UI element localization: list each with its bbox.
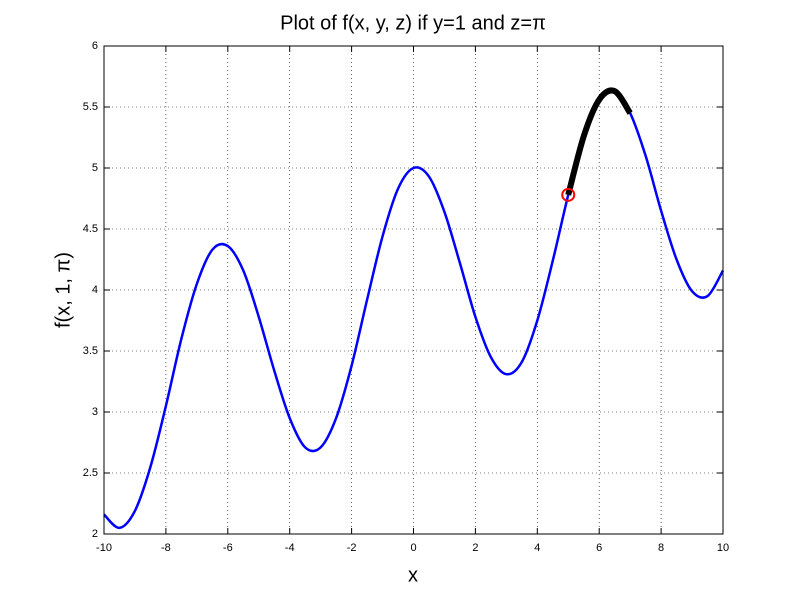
y-tick-label: 4: [92, 284, 98, 296]
y-tick-label: 3: [92, 406, 98, 418]
y-tick-label: 3.5: [83, 345, 98, 357]
x-tick-label: -6: [223, 542, 233, 554]
ticks: -10 -8 -6 -4 -2 0 2 4 6 8 10 2 2.5 3 3.5 4 4.5 5 5.5 6: [83, 40, 729, 554]
x-tick-label: -10: [96, 542, 112, 554]
y-tick-label: 4.5: [83, 223, 98, 235]
x-tick-label: -4: [285, 542, 295, 554]
marker: [561, 187, 576, 202]
y-tick-label: 6: [92, 40, 98, 52]
x-tick-label: 0: [410, 542, 416, 554]
x-tick-label: 10: [717, 542, 729, 554]
x-axis-label: x: [408, 564, 418, 586]
plot-area: [103, 87, 725, 530]
y-tick-label: 2.5: [83, 467, 98, 479]
x-tick-label: 2: [472, 542, 478, 554]
x-tick-label: 6: [596, 542, 602, 554]
x-tick-label: 8: [658, 542, 664, 554]
y-axis-label: f(x, 1, π): [52, 252, 74, 328]
chart-title: Plot of f(x, y, z) if y=1 and z=π: [280, 12, 546, 34]
x-tick-label: -2: [347, 542, 357, 554]
y-tick-label: 2: [92, 528, 98, 540]
y-tick-label: 5: [92, 162, 98, 174]
line: [565, 87, 633, 196]
x-tick-label: 4: [534, 542, 540, 554]
x-tick-label: -8: [161, 542, 171, 554]
y-tick-label: 5.5: [83, 101, 98, 113]
